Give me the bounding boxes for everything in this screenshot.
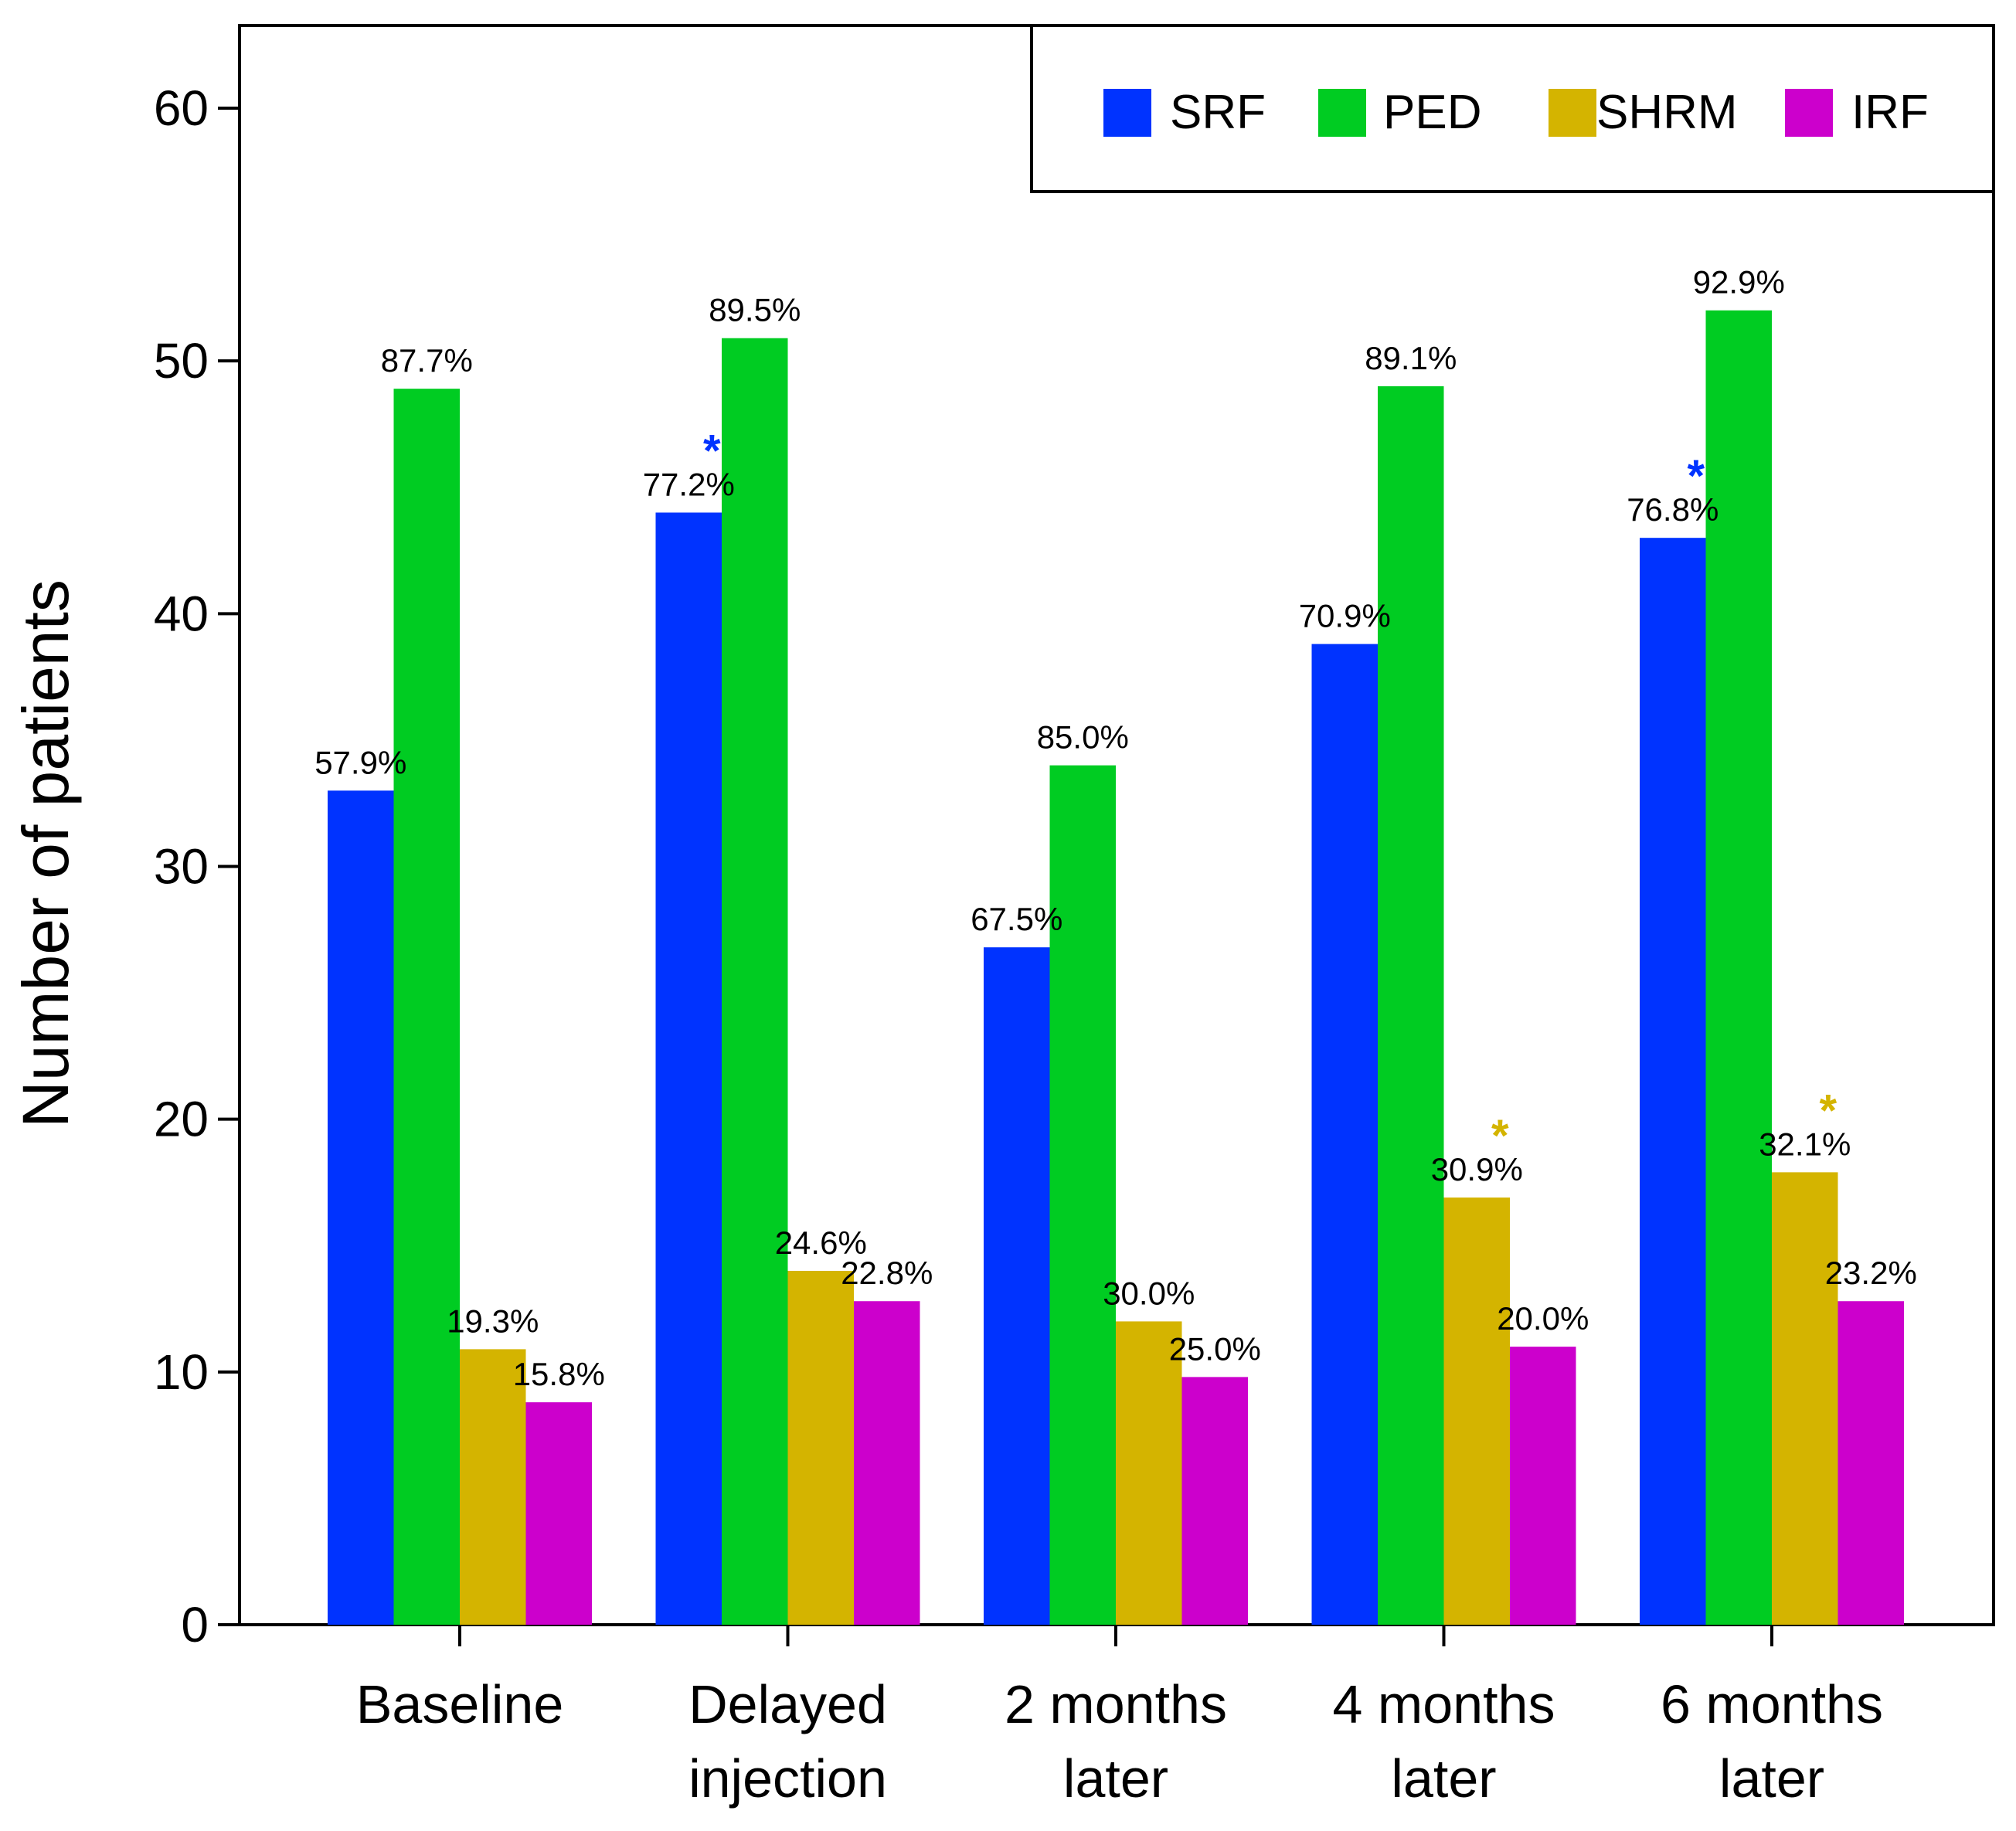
axes: 0 10 20 30 40 50 60 Baseline Delayed injection 2 m… bbox=[154, 80, 1994, 1809]
data-label: 22.8% bbox=[841, 1255, 933, 1291]
data-label: 32.1% bbox=[1759, 1126, 1851, 1162]
legend-label-shrm: SHRM bbox=[1596, 86, 1738, 139]
data-label: 20.0% bbox=[1497, 1300, 1589, 1337]
bar-ped bbox=[1049, 765, 1116, 1625]
data-label: 30.9% bbox=[1431, 1151, 1523, 1187]
significance-marker: * bbox=[1491, 1111, 1509, 1161]
data-label: 23.2% bbox=[1825, 1255, 1917, 1291]
data-label: 89.1% bbox=[1365, 340, 1457, 376]
data-label: 85.0% bbox=[1037, 719, 1129, 756]
y-tick-label: 60 bbox=[154, 80, 209, 136]
bar-srf bbox=[655, 512, 722, 1625]
x-category-label: Delayed injection bbox=[688, 1674, 887, 1809]
legend-box bbox=[1030, 24, 1995, 193]
data-label: 77.2% bbox=[643, 466, 735, 502]
bar-ped bbox=[393, 389, 460, 1625]
y-tick-label: 30 bbox=[154, 839, 209, 895]
data-label: 57.9% bbox=[314, 744, 406, 780]
x-category-label: 4 months later bbox=[1333, 1674, 1555, 1809]
bar-irf bbox=[1838, 1301, 1904, 1625]
bar-srf bbox=[328, 790, 394, 1625]
significance-marker: * bbox=[1819, 1085, 1837, 1136]
data-label: 92.9% bbox=[1693, 264, 1785, 301]
bar-srf bbox=[1311, 644, 1378, 1625]
legend-swatch-srf bbox=[1103, 89, 1151, 137]
legend-label-irf: IRF bbox=[1851, 86, 1929, 139]
significance-marker: * bbox=[1687, 451, 1705, 501]
legend-swatch-shrm bbox=[1549, 89, 1596, 137]
bar-irf bbox=[854, 1301, 920, 1625]
bar-shrm bbox=[460, 1349, 526, 1625]
data-label: 70.9% bbox=[1299, 598, 1391, 634]
bar-ped bbox=[1378, 386, 1444, 1625]
y-tick-label: 0 bbox=[181, 1597, 209, 1653]
legend-swatch-irf bbox=[1785, 89, 1833, 137]
data-label: 67.5% bbox=[971, 901, 1062, 937]
data-label: 87.7% bbox=[381, 342, 473, 379]
legend-swatch-ped bbox=[1318, 89, 1366, 137]
significance-marker: * bbox=[703, 426, 721, 476]
legend-label-srf: SRF bbox=[1170, 86, 1266, 139]
x-category-label: 2 months later bbox=[1005, 1674, 1227, 1809]
y-tick-label: 50 bbox=[154, 333, 209, 389]
x-category-label: Baseline bbox=[356, 1674, 564, 1734]
y-tick-label: 20 bbox=[154, 1092, 209, 1147]
bar-ped bbox=[1705, 310, 1772, 1625]
data-label: 76.8% bbox=[1627, 491, 1719, 528]
bar-srf bbox=[984, 947, 1050, 1625]
data-label: 24.6% bbox=[775, 1225, 867, 1261]
legend: SRF PED SHRM IRF bbox=[1030, 24, 1995, 193]
data-label: 19.3% bbox=[447, 1303, 539, 1339]
y-axis-title: Number of patients bbox=[9, 579, 82, 1128]
data-label: 25.0% bbox=[1169, 1330, 1261, 1367]
data-label: 30.0% bbox=[1103, 1275, 1195, 1311]
bar-srf bbox=[1640, 538, 1706, 1625]
legend-label-ped: PED bbox=[1383, 86, 1481, 139]
y-tick-label: 40 bbox=[154, 586, 209, 641]
bar-ped bbox=[722, 338, 788, 1625]
bars bbox=[328, 310, 1904, 1625]
data-labels: 57.9%87.7%19.3%15.8%77.2%*89.5%24.6%22.8… bbox=[314, 264, 1917, 1392]
data-label: 89.5% bbox=[709, 292, 801, 328]
bar-shrm bbox=[1443, 1197, 1510, 1625]
bar-shrm bbox=[1116, 1321, 1182, 1625]
bar-shrm bbox=[1772, 1172, 1838, 1625]
bar-irf bbox=[525, 1402, 592, 1625]
y-tick-label: 10 bbox=[154, 1344, 209, 1400]
data-label: 15.8% bbox=[513, 1356, 605, 1392]
bar-irf bbox=[1510, 1347, 1576, 1625]
bar-irf bbox=[1181, 1377, 1248, 1625]
x-category-label: 6 months later bbox=[1661, 1674, 1883, 1809]
bar-shrm bbox=[787, 1270, 854, 1625]
